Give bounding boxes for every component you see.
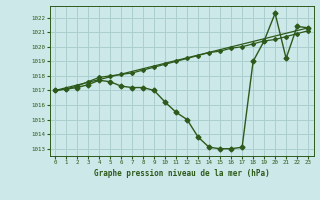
X-axis label: Graphe pression niveau de la mer (hPa): Graphe pression niveau de la mer (hPa)	[94, 169, 269, 178]
